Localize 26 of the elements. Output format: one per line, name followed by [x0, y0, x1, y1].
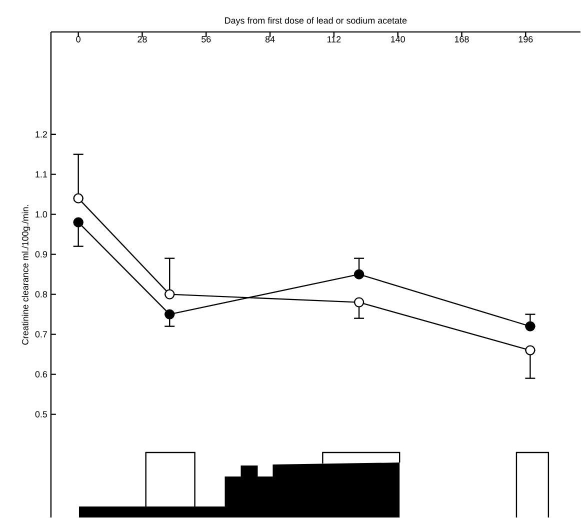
x-tick-label: 56 — [202, 36, 211, 42]
point — [164, 289, 175, 300]
point — [354, 269, 364, 280]
y-tick-label: 0.5 — [35, 411, 48, 418]
point — [73, 217, 84, 228]
y-tick-label: 0.9 — [35, 251, 48, 258]
x-tick-label: 168 — [454, 36, 469, 42]
x-tick-label: 196 — [518, 36, 533, 42]
y-tick-label: 0.6 — [35, 371, 48, 378]
x-tick-label: 140 — [391, 36, 405, 42]
point — [164, 309, 175, 320]
x-axis-title: Days from first dose of lead or sodium acetate — [225, 17, 407, 26]
point — [354, 297, 364, 308]
x-tick-label: 84 — [265, 36, 275, 42]
x-tick-label: 28 — [138, 36, 147, 42]
y-tick-label: 0.8 — [35, 291, 48, 298]
point — [525, 345, 536, 356]
x-tick-label: 0 — [76, 36, 80, 42]
y-tick-label: 0.7 — [35, 331, 47, 338]
point — [73, 193, 84, 204]
y-axis-title: Creatinine clearance ml./100g./min. — [22, 205, 30, 345]
y-tick-label: 1.0 — [36, 211, 48, 218]
y-tick-label: 1.1 — [36, 171, 47, 178]
y-tick-label: 1.2 — [36, 131, 47, 138]
x-tick-label: 112 — [327, 36, 341, 42]
point — [525, 321, 536, 332]
